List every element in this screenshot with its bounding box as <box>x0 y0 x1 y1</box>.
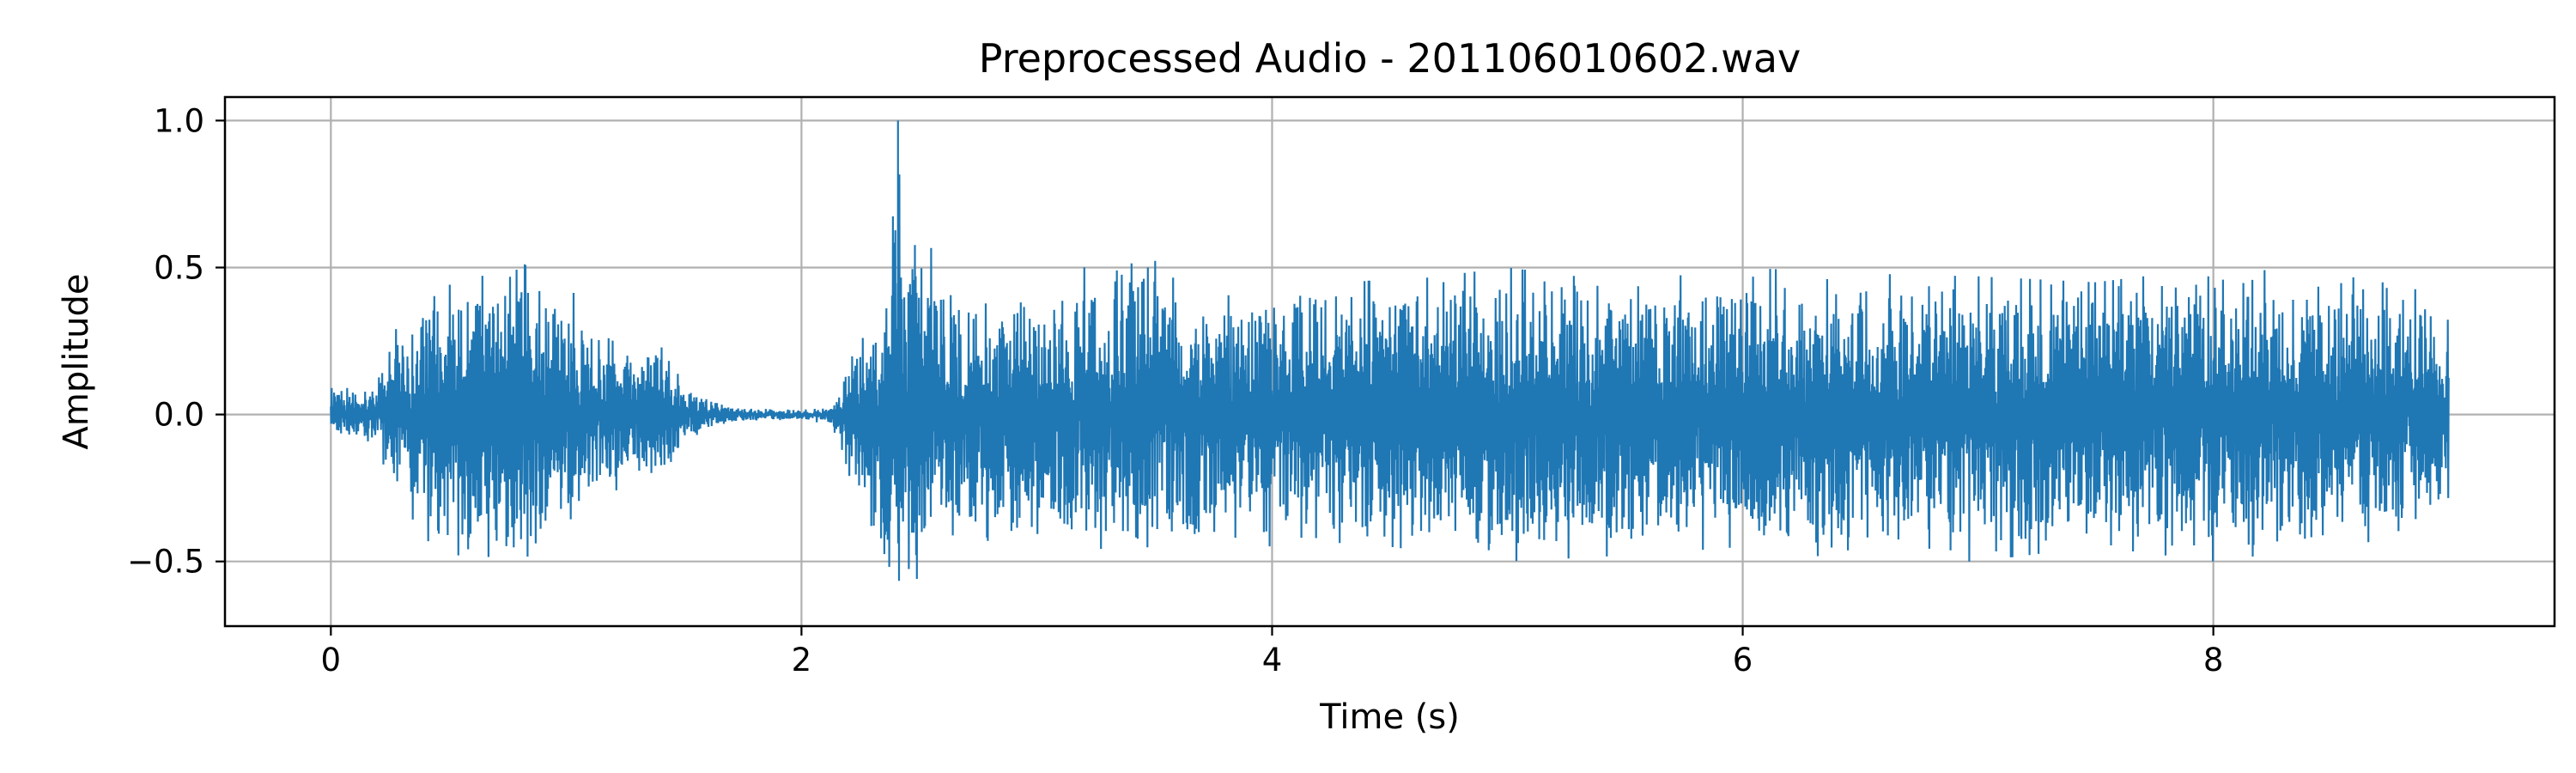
x-axis-ticks: 0 2 4 6 8 <box>321 626 2224 679</box>
y-tick-label: 0.0 <box>154 397 204 434</box>
waveform-line <box>330 120 2450 581</box>
x-tick-label: 2 <box>792 642 812 679</box>
y-axis-label: Amplitude <box>57 274 96 450</box>
y-axis-ticks: −0.5 0.0 0.5 1.0 <box>127 102 225 581</box>
x-tick-label: 4 <box>1262 642 1283 679</box>
x-tick-label: 0 <box>321 642 342 679</box>
y-tick-label: 0.5 <box>154 249 204 286</box>
plot-area <box>330 120 2450 581</box>
x-tick-label: 8 <box>2203 642 2224 679</box>
x-tick-label: 6 <box>1733 642 1753 679</box>
y-tick-label: −0.5 <box>127 544 204 581</box>
chart-title: Preprocessed Audio - 201106010602.wav <box>979 35 1801 82</box>
x-axis-label: Time (s) <box>1319 697 1460 737</box>
axes-frame <box>223 95 2556 628</box>
y-tick-label: 1.0 <box>154 102 204 139</box>
